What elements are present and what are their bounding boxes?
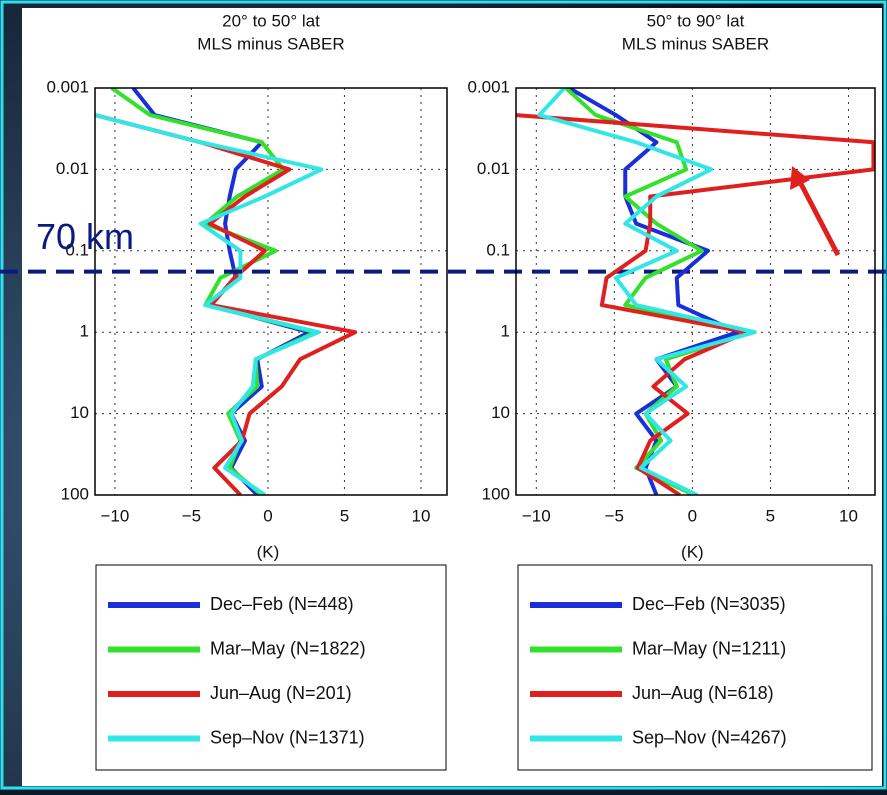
x-tick-label: −5 [182,506,201,525]
legend-label: Jun–Aug (N=201) [210,683,352,703]
x-tick-label: −10 [100,506,129,525]
panel-subtitle: MLS minus SABER [197,34,344,53]
y-tick-label: 0.01 [56,159,89,178]
panel-title: 20° to 50° lat [222,11,320,30]
legend-label: Mar–May (N=1822) [210,638,366,658]
x-tick-label: 0 [688,506,697,525]
plot-frame [94,87,448,496]
data-line [568,88,740,495]
reference-label: 70 km [36,216,134,257]
y-tick-label: 10 [491,403,510,422]
x-tick-label: −5 [605,506,624,525]
y-tick-label: 0.1 [65,240,89,259]
legend-label: Dec–Feb (N=3035) [632,594,786,614]
legend-label: Mar–May (N=1211) [632,638,786,658]
data-line [564,88,754,495]
x-tick-label: 0 [263,506,272,525]
y-tick-label: 1 [80,322,89,341]
data-line [95,113,324,495]
y-tick-label: 100 [482,484,510,503]
x-tick-label: 10 [839,506,858,525]
x-tick-label: 5 [340,506,349,525]
legend-label: Sep–Nov (N=4267) [632,727,787,747]
legend-label: Jun–Aug (N=618) [632,683,774,703]
x-tick-label: 5 [766,506,775,525]
arrow [790,166,841,257]
y-tick-label: 1 [501,322,510,341]
panel-subtitle: MLS minus SABER [622,34,769,53]
x-tick-label: −10 [522,506,551,525]
data-line [110,88,318,495]
y-tick-label: 0.01 [477,159,510,178]
panel-title: 50° to 90° lat [647,11,745,30]
legend-label: Sep–Nov (N=1371) [210,727,365,747]
y-tick-label: 0.001 [46,77,89,96]
plot-frame [515,87,876,496]
legend-label: Dec–Feb (N=448) [210,594,354,614]
plots: 20° to 50° lat MLS minus SABER (K) −10 −5 0 5 1… [0,11,887,771]
y-tick-label: 10 [70,403,89,422]
data-line [537,88,757,495]
y-tick-label: 0.001 [467,77,510,96]
y-tick-label: 0.1 [486,240,510,259]
x-axis-label: (K) [257,542,280,561]
x-tick-label: 10 [412,506,431,525]
y-tick-label: 100 [61,484,89,503]
x-axis-label: (K) [681,542,704,561]
